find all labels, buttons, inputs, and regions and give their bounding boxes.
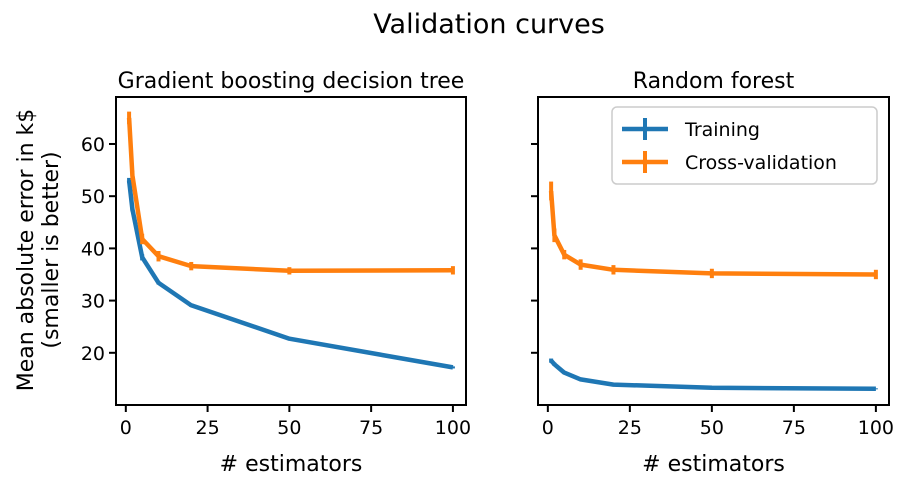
y-tick-label: 20	[81, 343, 105, 365]
series-training	[126, 177, 455, 370]
y-tick-label: 40	[81, 238, 105, 260]
legend-entry-label: Cross-validation	[685, 152, 837, 174]
x-axis-label: # estimators	[642, 452, 785, 477]
series-line	[549, 359, 876, 392]
x-tick-label: 100	[858, 417, 894, 439]
x-tick-label: 75	[782, 417, 806, 439]
series-line	[548, 190, 876, 277]
subplots: Gradient boosting decision tree 0 25 50 75 10…	[81, 69, 894, 477]
x-tick-label: 25	[618, 417, 642, 439]
subplot-2: Random forest 0 25 50 75 100 # estimators Train…	[531, 69, 894, 477]
y-tick-label: 50	[81, 186, 105, 208]
series-training	[549, 358, 878, 392]
figure-title: Validation curves	[373, 9, 605, 40]
legend: Training Cross-validation	[611, 106, 878, 185]
y-tick-label: 60	[81, 134, 105, 156]
y-axis-label-line-2: (smaller is better)	[39, 151, 64, 348]
series-cross-validation	[548, 181, 878, 280]
y-tick-label: 30	[81, 291, 105, 313]
x-tick-label: 50	[277, 417, 301, 439]
x-tick-label: 50	[700, 417, 724, 439]
legend-entry-label: Training	[684, 119, 760, 141]
subplot-title: Gradient boosting decision tree	[118, 69, 465, 94]
x-tick-label: 0	[120, 417, 132, 439]
x-tick-label: 100	[435, 417, 471, 439]
x-tick-label: 75	[359, 417, 383, 439]
subplot-title: Random forest	[633, 69, 795, 94]
x-tick-label: 25	[195, 417, 219, 439]
series-cross-validation	[126, 111, 455, 275]
x-tick-label: 0	[542, 417, 554, 439]
y-axis-label-line-1: Mean absolute error in k$	[14, 109, 39, 392]
plot-frame	[115, 96, 467, 406]
plot-frame	[537, 96, 890, 406]
subplot-1: Gradient boosting decision tree 0 25 50 75 10…	[81, 69, 471, 477]
legend-box	[611, 106, 878, 185]
x-axis-label: # estimators	[220, 452, 363, 477]
series-line	[126, 117, 453, 274]
